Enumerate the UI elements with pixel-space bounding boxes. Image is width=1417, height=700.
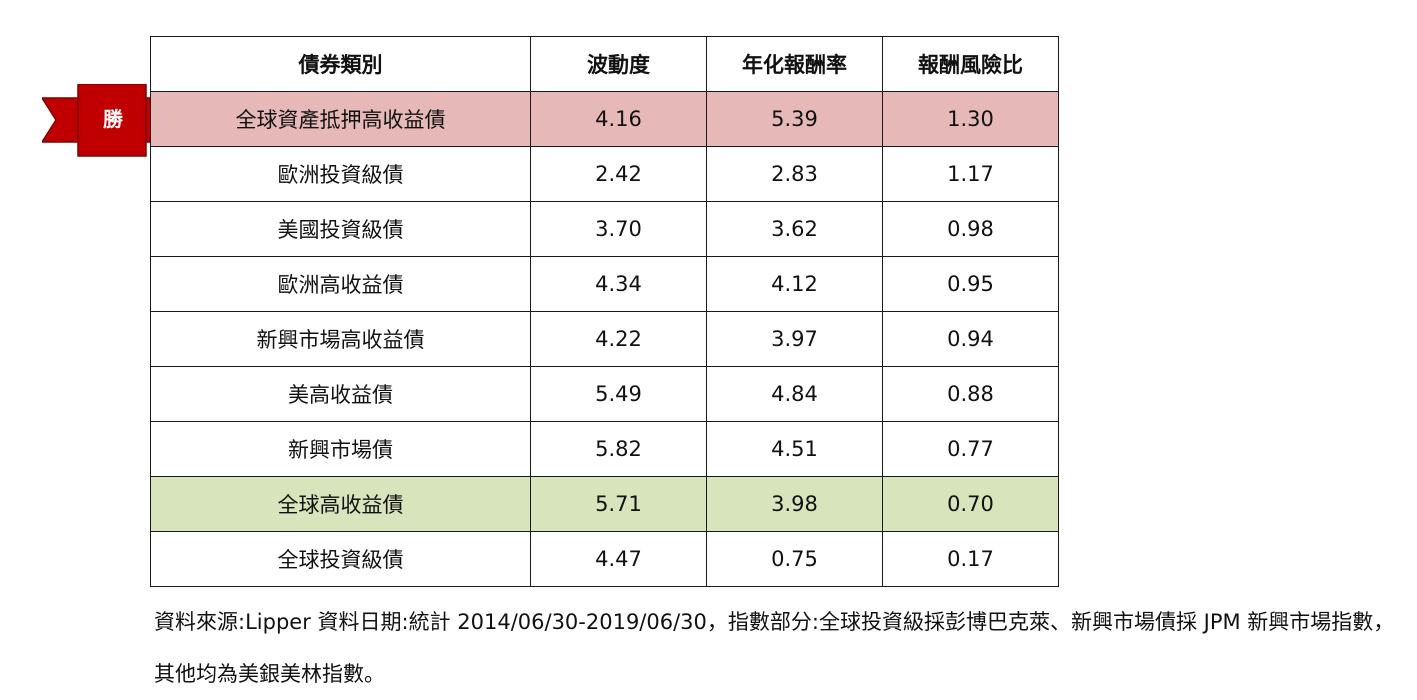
- cell-category: 全球資產抵押高收益債: [150, 91, 531, 147]
- cell-return-risk-ratio: 0.77: [882, 421, 1059, 477]
- cell-category: 全球投資級債: [150, 531, 531, 587]
- cell-annual-return: 4.84: [706, 366, 883, 422]
- cell-volatility: 5.71: [530, 476, 707, 532]
- table-row: 新興市場債 5.82 4.51 0.77: [150, 421, 1059, 477]
- source-footnote: 資料來源:Lipper 資料日期:統計 2014/06/30-2019/06/3…: [154, 610, 1395, 686]
- bond-comparison-table: 債券類別 波動度 年化報酬率 報酬風險比 全球資產抵押高收益債 4.16 5.3…: [150, 36, 1059, 587]
- cell-return-risk-ratio: 0.95: [882, 256, 1059, 312]
- ribbon-left-tail: [42, 97, 79, 143]
- cell-volatility: 5.49: [530, 366, 707, 422]
- cell-category: 歐洲投資級債: [150, 146, 531, 202]
- cell-volatility: 4.47: [530, 531, 707, 587]
- cell-category: 美高收益債: [150, 366, 531, 422]
- table-row: 全球高收益債 5.71 3.98 0.70: [150, 476, 1059, 532]
- cell-volatility: 3.70: [530, 201, 707, 257]
- cell-volatility: 4.16: [530, 91, 707, 147]
- cell-return-risk-ratio: 1.17: [882, 146, 1059, 202]
- ribbon-band: [77, 84, 147, 157]
- ribbon-label: 勝: [103, 107, 123, 131]
- header-volatility: 波動度: [530, 36, 707, 92]
- cell-category: 美國投資級債: [150, 201, 531, 257]
- table-row: 新興市場高收益債 4.22 3.97 0.94: [150, 311, 1059, 367]
- cell-return-risk-ratio: 0.98: [882, 201, 1059, 257]
- cell-annual-return: 4.51: [706, 421, 883, 477]
- table-row: 美高收益債 5.49 4.84 0.88: [150, 366, 1059, 422]
- cell-annual-return: 3.62: [706, 201, 883, 257]
- header-return-risk-ratio: 報酬風險比: [882, 36, 1059, 92]
- cell-category: 全球高收益債: [150, 476, 531, 532]
- table-row: 歐洲高收益債 4.34 4.12 0.95: [150, 256, 1059, 312]
- cell-annual-return: 3.97: [706, 311, 883, 367]
- table-row: 歐洲投資級債 2.42 2.83 1.17: [150, 146, 1059, 202]
- cell-category: 新興市場高收益債: [150, 311, 531, 367]
- cell-return-risk-ratio: 0.88: [882, 366, 1059, 422]
- cell-annual-return: 5.39: [706, 91, 883, 147]
- header-category: 債券類別: [150, 36, 531, 92]
- cell-return-risk-ratio: 1.30: [882, 91, 1059, 147]
- cell-category: 歐洲高收益債: [150, 256, 531, 312]
- cell-volatility: 2.42: [530, 146, 707, 202]
- cell-annual-return: 2.83: [706, 146, 883, 202]
- cell-annual-return: 0.75: [706, 531, 883, 587]
- table-header-row: 債券類別 波動度 年化報酬率 報酬風險比: [150, 36, 1059, 92]
- cell-return-risk-ratio: 0.94: [882, 311, 1059, 367]
- cell-category: 新興市場債: [150, 421, 531, 477]
- table-row: 全球資產抵押高收益債 4.16 5.39 1.30: [150, 91, 1059, 147]
- cell-return-risk-ratio: 0.17: [882, 531, 1059, 587]
- cell-annual-return: 4.12: [706, 256, 883, 312]
- cell-annual-return: 3.98: [706, 476, 883, 532]
- cell-return-risk-ratio: 0.70: [882, 476, 1059, 532]
- table-row: 全球投資級債 4.47 0.75 0.17: [150, 531, 1059, 587]
- table-row: 美國投資級債 3.70 3.62 0.98: [150, 201, 1059, 257]
- header-annual-return: 年化報酬率: [706, 36, 883, 92]
- cell-volatility: 4.22: [530, 311, 707, 367]
- cell-volatility: 5.82: [530, 421, 707, 477]
- cell-volatility: 4.34: [530, 256, 707, 312]
